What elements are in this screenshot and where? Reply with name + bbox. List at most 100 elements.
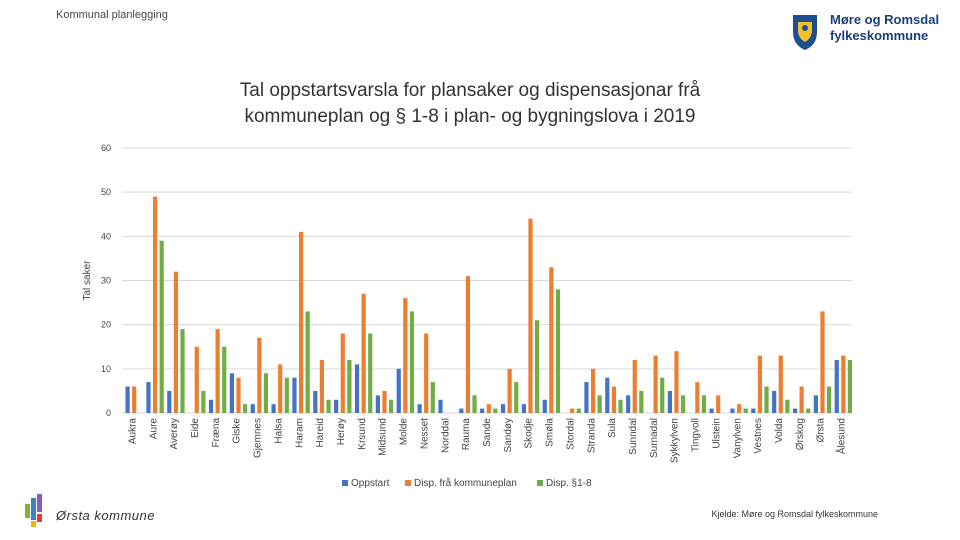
chart-title: Tal oppstartsvarsla for plansaker og dis… <box>160 78 780 130</box>
x-tick-label: Fræna <box>211 418 222 448</box>
bar-disp-18 <box>409 311 415 413</box>
bar-disp-plan <box>570 408 575 413</box>
bar-oppstart <box>521 404 526 413</box>
x-tick-label: Haram <box>294 418 305 448</box>
bar-disp-plan <box>173 271 179 413</box>
source-note: Kjelde: Møre og Romsdal fylkeskommune <box>711 509 878 519</box>
bar-disp-18 <box>472 395 477 413</box>
bar-disp-plan <box>841 355 846 413</box>
bar-oppstart <box>208 399 214 413</box>
x-tick-label: Volda <box>774 418 785 443</box>
x-tick-label: Sande <box>482 418 493 447</box>
bar-disp-18 <box>388 399 394 413</box>
bar-oppstart <box>438 399 443 413</box>
bar-disp-18 <box>639 390 644 413</box>
bar-oppstart <box>125 386 130 413</box>
legend-label: Disp. frå kommuneplan <box>414 477 517 489</box>
x-tick-label: Nesset <box>419 418 430 449</box>
y-tick-label: 50 <box>101 187 111 197</box>
legend-swatch <box>537 480 543 486</box>
bar-oppstart <box>459 408 464 413</box>
bar-oppstart <box>730 408 735 413</box>
bar-disp-18 <box>847 360 853 413</box>
bar-disp-18 <box>159 240 164 413</box>
bar-oppstart <box>375 395 380 413</box>
bar-disp-18 <box>785 399 790 413</box>
bar-oppstart <box>709 408 714 413</box>
bar-disp-plan <box>674 351 679 413</box>
bar-oppstart <box>751 408 756 413</box>
bar-oppstart <box>605 377 610 413</box>
bar-disp-18 <box>493 408 498 413</box>
bar-oppstart <box>792 408 798 413</box>
bar-oppstart <box>584 382 589 413</box>
section-label: Kommunal planlegging <box>56 9 168 21</box>
county-name: Møre og Romsdal fylkeskommune <box>830 12 939 44</box>
bar-oppstart <box>772 390 777 413</box>
bar-disp-plan <box>278 364 283 413</box>
bar-disp-18 <box>430 382 435 413</box>
legend-swatch <box>342 480 348 486</box>
bar-disp-18 <box>743 408 748 413</box>
bar-disp-plan <box>298 231 304 413</box>
bar-disp-18 <box>701 395 707 413</box>
bar-disp-18 <box>242 404 248 413</box>
x-tick-label: Halsa <box>273 418 284 444</box>
x-tick-label: Aure <box>148 418 159 440</box>
bar-disp-18 <box>263 373 269 413</box>
bar-disp-plan <box>403 298 408 413</box>
bar-disp-18 <box>764 386 769 413</box>
county-name-line2: fylkeskommune <box>830 28 929 43</box>
y-tick-label: 0 <box>106 408 111 418</box>
bar-oppstart <box>813 395 818 413</box>
bar-disp-plan <box>590 368 596 413</box>
bar-disp-18 <box>305 311 310 413</box>
bar-disp-18 <box>806 408 811 413</box>
x-tick-label: Sunndal <box>628 418 639 455</box>
bar-disp-plan <box>653 355 658 413</box>
bar-oppstart <box>271 404 276 413</box>
y-tick-label: 10 <box>101 364 111 374</box>
bar-disp-plan <box>799 386 804 413</box>
bar-oppstart <box>480 408 485 413</box>
x-tick-label: Sykkylven <box>670 418 681 463</box>
x-tick-label: Molde <box>399 418 410 446</box>
bar-disp-plan <box>465 276 471 413</box>
bar-oppstart <box>250 404 255 413</box>
bar-disp-18 <box>660 377 665 413</box>
x-tick-label: Sandøy <box>503 418 514 452</box>
bar-disp-18 <box>534 320 540 413</box>
chart-title-line1: Tal oppstartsvarsla for plansaker og dis… <box>239 80 701 101</box>
y-tick-label: 30 <box>101 276 111 286</box>
x-tick-label: Norddal <box>440 418 451 453</box>
bar-disp-18 <box>555 289 561 413</box>
bar-disp-18 <box>680 395 686 413</box>
bar-disp-plan <box>132 386 137 413</box>
bar-disp-18 <box>180 329 185 413</box>
x-tick-label: Sula <box>607 418 618 438</box>
bar-disp-plan <box>361 293 366 413</box>
county-crest-icon <box>793 15 817 50</box>
bar-oppstart <box>417 404 422 413</box>
y-tick-label: 60 <box>101 143 111 153</box>
bar-disp-plan <box>152 196 158 413</box>
x-tick-label: Ålesund <box>835 418 848 454</box>
bar-disp-18 <box>284 377 289 413</box>
x-tick-label: Stranda <box>586 418 597 453</box>
x-tick-label: Averøy <box>169 418 180 450</box>
bar-disp-plan <box>632 360 637 413</box>
bar-oppstart <box>542 399 547 413</box>
x-tick-label: Eide <box>190 418 201 438</box>
county-name-line1: Møre og Romsdal <box>830 12 940 27</box>
bar-oppstart <box>500 404 506 413</box>
bar-oppstart <box>146 382 151 413</box>
x-tick-label: Giske <box>232 418 243 444</box>
bar-oppstart <box>167 390 172 413</box>
x-tick-label: Ørsta <box>816 418 827 443</box>
bar-disp-plan <box>486 404 491 413</box>
municipality-name: Ørsta kommune <box>56 508 155 523</box>
bar-disp-18 <box>368 333 373 413</box>
bar-disp-plan <box>194 346 199 413</box>
x-tick-label: Herøy <box>336 418 347 445</box>
